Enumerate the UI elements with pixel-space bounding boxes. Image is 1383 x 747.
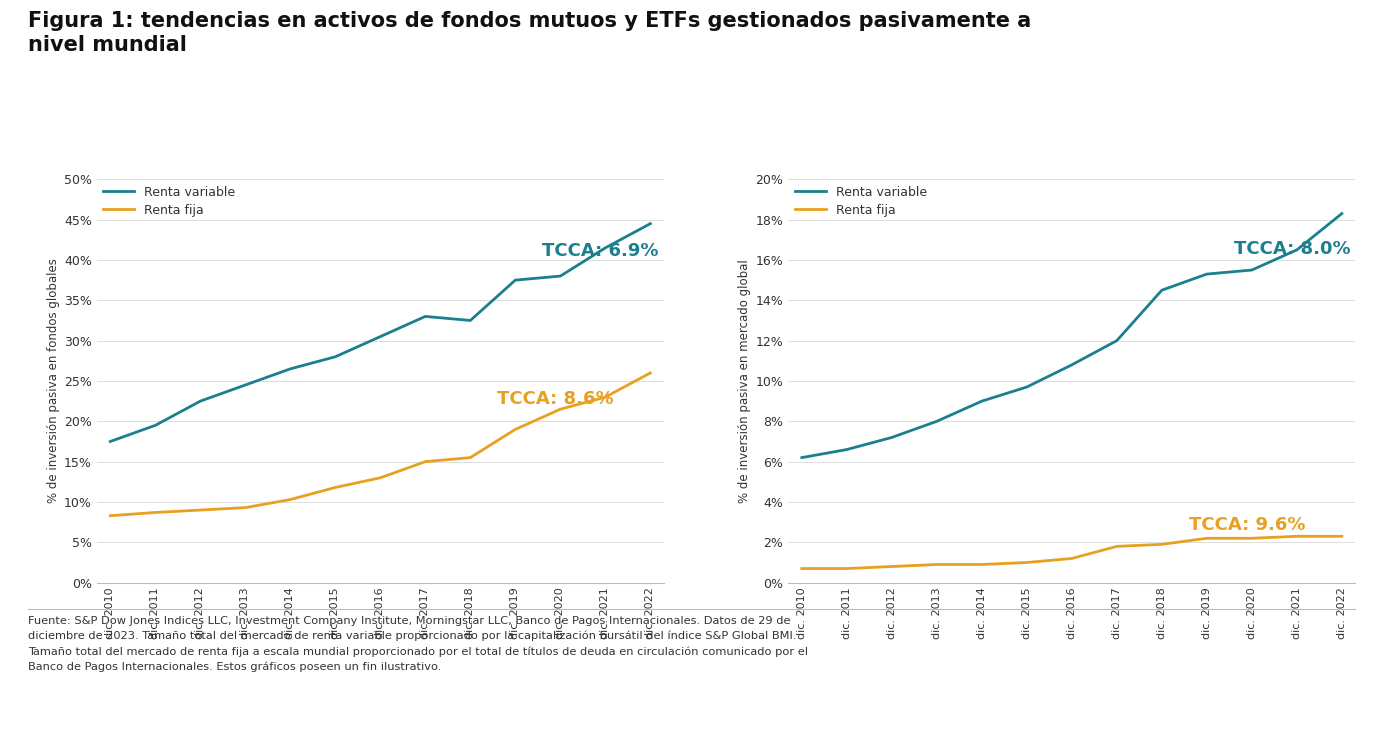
- Text: Fuente: S&P Dow Jones Indices LLC, Investment Company Institute, Morningstar LLC: Fuente: S&P Dow Jones Indices LLC, Inves…: [28, 616, 808, 672]
- Y-axis label: % de inversión pasiva en fondos globales: % de inversión pasiva en fondos globales: [47, 258, 59, 503]
- Text: TCCA: 9.6%: TCCA: 9.6%: [1189, 516, 1306, 534]
- Y-axis label: % de inversión pasiva en mercado global: % de inversión pasiva en mercado global: [739, 259, 751, 503]
- Text: TCCA: 6.9%: TCCA: 6.9%: [542, 242, 658, 260]
- Legend: Renta variable, Renta fija: Renta variable, Renta fija: [104, 185, 235, 217]
- Text: TCCA: 8.0%: TCCA: 8.0%: [1234, 240, 1350, 258]
- Legend: Renta variable, Renta fija: Renta variable, Renta fija: [795, 185, 927, 217]
- Text: Figura 1: tendencias en activos de fondos mutuos y ETFs gestionados pasivamente : Figura 1: tendencias en activos de fondo…: [28, 11, 1030, 55]
- Text: TCCA: 8.6%: TCCA: 8.6%: [498, 389, 614, 408]
